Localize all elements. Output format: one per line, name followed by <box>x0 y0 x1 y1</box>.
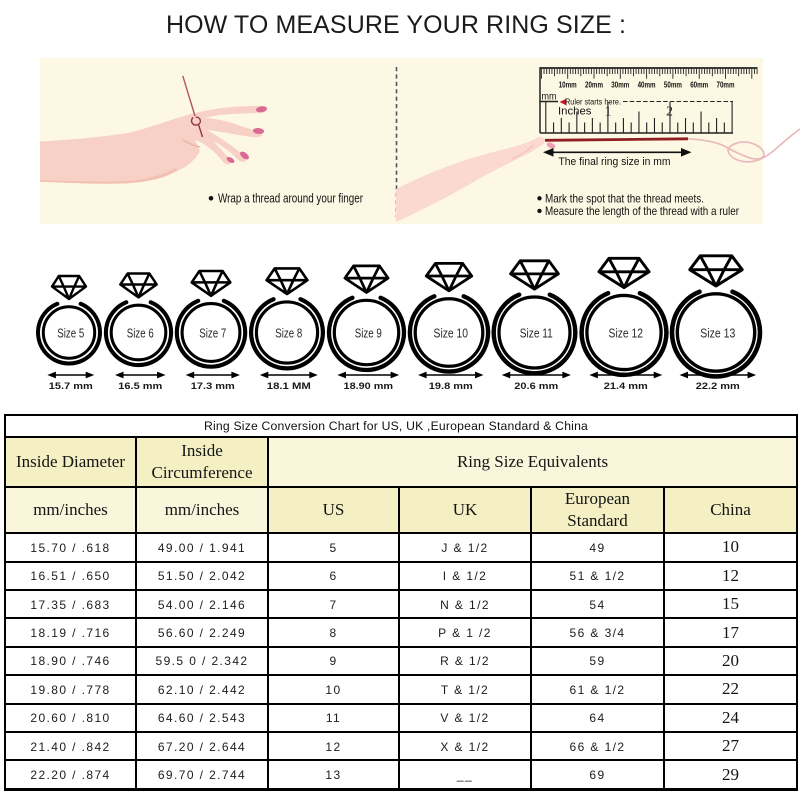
svg-text:17.3 mm: 17.3 mm <box>191 381 235 392</box>
svg-text:10mm: 10mm <box>559 80 577 90</box>
svg-text:Size 13: Size 13 <box>700 325 735 340</box>
svg-text:50mm: 50mm <box>664 80 682 90</box>
svg-text:Wrap a thread around your fing: Wrap a thread around your finger <box>218 192 363 206</box>
svg-text:1: 1 <box>605 104 612 119</box>
svg-text:Size 7: Size 7 <box>199 325 226 340</box>
svg-text:Size 10: Size 10 <box>434 325 469 340</box>
svg-text:15.7 mm: 15.7 mm <box>49 381 93 392</box>
svg-text:21.4 mm: 21.4 mm <box>604 381 648 392</box>
svg-text:70mm: 70mm <box>717 80 735 90</box>
svg-text:40mm: 40mm <box>638 80 656 90</box>
svg-text:Size 11: Size 11 <box>520 325 553 340</box>
svg-text:18.1 MM: 18.1 MM <box>267 381 311 392</box>
svg-text:Measure the length of the thre: Measure the length of the thread with a … <box>545 204 739 218</box>
svg-text:30mm: 30mm <box>611 80 629 90</box>
svg-text:20.6 mm: 20.6 mm <box>514 381 558 392</box>
svg-text:mm: mm <box>542 92 557 103</box>
svg-text:16.5 mm: 16.5 mm <box>118 381 162 392</box>
svg-text:60mm: 60mm <box>690 80 708 90</box>
svg-text:Size 6: Size 6 <box>127 325 154 340</box>
svg-text:18.90 mm: 18.90 mm <box>344 381 394 392</box>
svg-text:Inches: Inches <box>558 105 592 117</box>
svg-text:Size 8: Size 8 <box>275 325 302 340</box>
svg-text:Ruler starts here.: Ruler starts here. <box>565 98 621 107</box>
svg-text:Size 12: Size 12 <box>609 325 644 340</box>
svg-text:19.8 mm: 19.8 mm <box>429 381 473 392</box>
svg-text:Size 9: Size 9 <box>355 325 382 340</box>
svg-text:20mm: 20mm <box>585 80 603 90</box>
svg-text:2: 2 <box>666 104 673 119</box>
svg-text:22.2 mm: 22.2 mm <box>696 381 740 392</box>
svg-text:Mark the spot that the thread: Mark the spot that the thread meets. <box>545 191 704 205</box>
svg-text:The final ring size in mm: The final ring size in mm <box>559 156 671 168</box>
svg-text:Size 5: Size 5 <box>57 325 84 340</box>
